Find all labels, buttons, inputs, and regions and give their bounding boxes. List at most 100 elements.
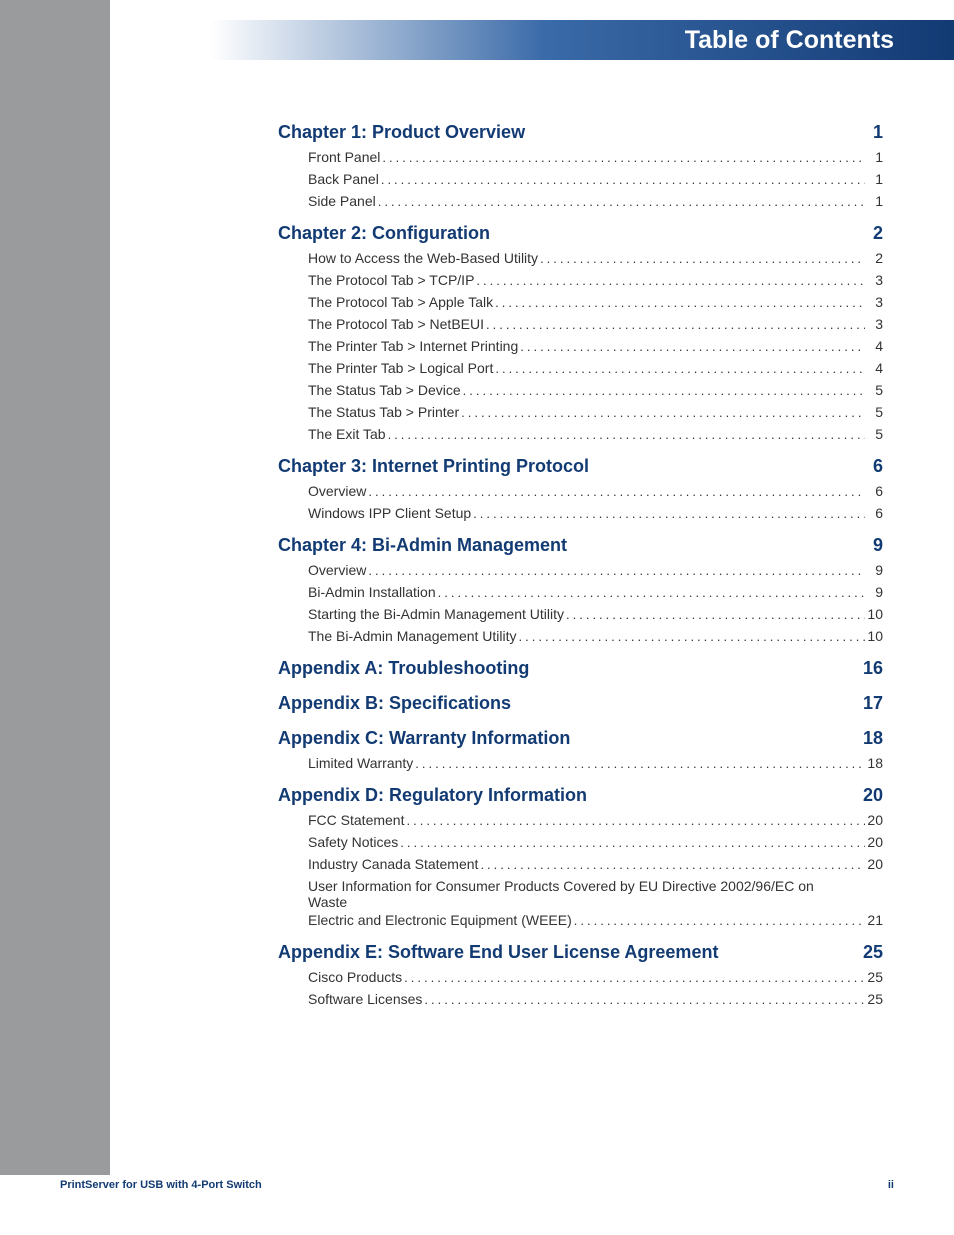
toc-chapter-row[interactable]: Appendix D: Regulatory Information20 <box>278 785 883 806</box>
toc-entry-page: 6 <box>865 483 883 499</box>
toc-entry[interactable]: Front Panel 1 <box>308 149 883 165</box>
toc-entry[interactable]: Software Licenses 25 <box>308 991 883 1007</box>
toc-entry[interactable]: The Exit Tab5 <box>308 426 883 442</box>
page: Table of Contents Chapter 1: Product Ove… <box>0 0 954 1235</box>
toc-chapter: Chapter 3: Internet Printing Protocol6Ov… <box>278 456 883 521</box>
toc-entry-page: 3 <box>865 316 883 332</box>
toc-entry[interactable]: The Bi-Admin Management Utility 10 <box>308 628 883 644</box>
toc-chapter: Appendix B: Specifications17 <box>278 693 883 714</box>
toc-entry-page: 1 <box>865 149 883 165</box>
toc-entry-page: 20 <box>865 856 883 872</box>
toc-chapter-title: Appendix C: Warranty Information <box>278 728 570 749</box>
toc-entry-page: 4 <box>865 360 883 376</box>
toc-entry-label: User Information for Consumer Products C… <box>308 878 848 910</box>
toc-entry-continuation[interactable]: Electric and Electronic Equipment (WEEE)… <box>308 912 883 928</box>
toc-entry-page: 9 <box>865 584 883 600</box>
toc-entry[interactable]: The Status Tab > Device5 <box>308 382 883 398</box>
toc-dot-leader <box>517 629 865 644</box>
toc-chapter-page: 25 <box>863 942 883 963</box>
toc-entry[interactable]: How to Access the Web-Based Utility2 <box>308 250 883 266</box>
toc-entry-page: 5 <box>865 426 883 442</box>
sidebar-decoration <box>0 0 110 1175</box>
toc-entry[interactable]: The Protocol Tab > TCP/IP3 <box>308 272 883 288</box>
toc-chapter: Appendix C: Warranty Information18Limite… <box>278 728 883 771</box>
toc-dot-leader <box>413 756 865 771</box>
toc-dot-leader <box>386 427 865 442</box>
toc-entry-label: FCC Statement <box>308 812 404 828</box>
toc-entry[interactable]: Starting the Bi-Admin Management Utility… <box>308 606 883 622</box>
toc-entry[interactable]: Side Panel1 <box>308 193 883 209</box>
toc-chapter: Appendix A: Troubleshooting16 <box>278 658 883 679</box>
toc-dot-leader <box>376 194 865 209</box>
toc-dot-leader <box>461 383 865 398</box>
toc-chapter-title: Appendix B: Specifications <box>278 693 511 714</box>
toc-entry[interactable]: Back Panel 1 <box>308 171 883 187</box>
toc-entry[interactable]: Industry Canada Statement20 <box>308 856 883 872</box>
toc-entry-label: Bi-Admin Installation <box>308 584 436 600</box>
toc-entry-label: Starting the Bi-Admin Management Utility <box>308 606 564 622</box>
toc-chapter-row[interactable]: Chapter 2: Configuration2 <box>278 223 883 244</box>
toc-entry[interactable]: The Protocol Tab > Apple Talk3 <box>308 294 883 310</box>
toc-entry[interactable]: Safety Notices 20 <box>308 834 883 850</box>
toc-entry-page: 20 <box>865 834 883 850</box>
toc-chapter-row[interactable]: Appendix C: Warranty Information 18 <box>278 728 883 749</box>
toc-chapter-title: Chapter 2: Configuration <box>278 223 490 244</box>
toc-entry-label: How to Access the Web-Based Utility <box>308 250 538 266</box>
toc-entry-label: The Printer Tab > Internet Printing <box>308 338 518 354</box>
toc-entry[interactable]: Overview 9 <box>308 562 883 578</box>
toc-entry[interactable]: The Status Tab > Printer5 <box>308 404 883 420</box>
toc-entry-page: 10 <box>865 606 883 622</box>
toc-chapter-page: 18 <box>863 728 883 749</box>
toc-chapter-page: 9 <box>873 535 883 556</box>
toc-dot-leader <box>404 813 865 828</box>
toc-entry[interactable]: Cisco Products25 <box>308 969 883 985</box>
toc-chapter-page: 1 <box>873 122 883 143</box>
toc-entry-page: 10 <box>865 628 883 644</box>
toc-entry-label: Electric and Electronic Equipment (WEEE) <box>308 912 572 928</box>
toc-chapter-row[interactable]: Chapter 4: Bi-Admin Management 9 <box>278 535 883 556</box>
toc-entry-page: 25 <box>865 991 883 1007</box>
toc-dot-leader <box>538 251 865 266</box>
toc-entry-label: Overview <box>308 562 366 578</box>
toc-entry-page: 18 <box>865 755 883 771</box>
toc-dot-leader <box>366 563 865 578</box>
toc-entry-label: Front Panel <box>308 149 380 165</box>
toc-entry[interactable]: Bi-Admin Installation 9 <box>308 584 883 600</box>
toc-entry[interactable]: Overview 6 <box>308 483 883 499</box>
toc-entry[interactable]: The Protocol Tab > NetBEUI3 <box>308 316 883 332</box>
toc-chapter-row[interactable]: Chapter 3: Internet Printing Protocol 6 <box>278 456 883 477</box>
toc-entry[interactable]: FCC Statement20 <box>308 812 883 828</box>
toc-entry-label: Back Panel <box>308 171 379 187</box>
header-title: Table of Contents <box>685 26 894 55</box>
toc-entry-label: Safety Notices <box>308 834 398 850</box>
toc-entry-label: The Bi-Admin Management Utility <box>308 628 517 644</box>
toc-entry-label: The Status Tab > Device <box>308 382 461 398</box>
toc-entry-page: 3 <box>865 272 883 288</box>
toc-entry[interactable]: The Printer Tab > Logical Port4 <box>308 360 883 376</box>
toc-chapter-row[interactable]: Chapter 1: Product Overview 1 <box>278 122 883 143</box>
toc-dot-leader <box>379 172 865 187</box>
toc-entry-label: Software Licenses <box>308 991 422 1007</box>
toc-dot-leader <box>493 361 865 376</box>
toc-entry[interactable]: Windows IPP Client Setup6 <box>308 505 883 521</box>
table-of-contents: Chapter 1: Product Overview 1 Front Panel 1… <box>278 108 883 1013</box>
toc-entry[interactable]: Limited Warranty18 <box>308 755 883 771</box>
toc-entry-page: 5 <box>865 404 883 420</box>
toc-chapter-title: Chapter 1: Product Overview <box>278 122 525 143</box>
toc-entry-label: Side Panel <box>308 193 376 209</box>
toc-entry[interactable]: User Information for Consumer Products C… <box>308 878 883 910</box>
toc-chapter: Chapter 1: Product Overview 1 Front Panel 1… <box>278 122 883 209</box>
toc-dot-leader <box>398 835 865 850</box>
toc-chapter-row[interactable]: Appendix E: Software End User License Ag… <box>278 942 883 963</box>
toc-entry-label: Overview <box>308 483 366 499</box>
toc-dot-leader <box>471 506 865 521</box>
toc-chapter-row[interactable]: Appendix A: Troubleshooting16 <box>278 658 883 679</box>
toc-dot-leader <box>564 607 865 622</box>
toc-chapter-title: Chapter 4: Bi-Admin Management <box>278 535 567 556</box>
toc-entry-page: 9 <box>865 562 883 578</box>
toc-entry-page: 1 <box>865 171 883 187</box>
toc-chapter-row[interactable]: Appendix B: Specifications17 <box>278 693 883 714</box>
toc-chapter-title: Chapter 3: Internet Printing Protocol <box>278 456 589 477</box>
toc-chapter-page: 6 <box>873 456 883 477</box>
toc-entry[interactable]: The Printer Tab > Internet Printing4 <box>308 338 883 354</box>
